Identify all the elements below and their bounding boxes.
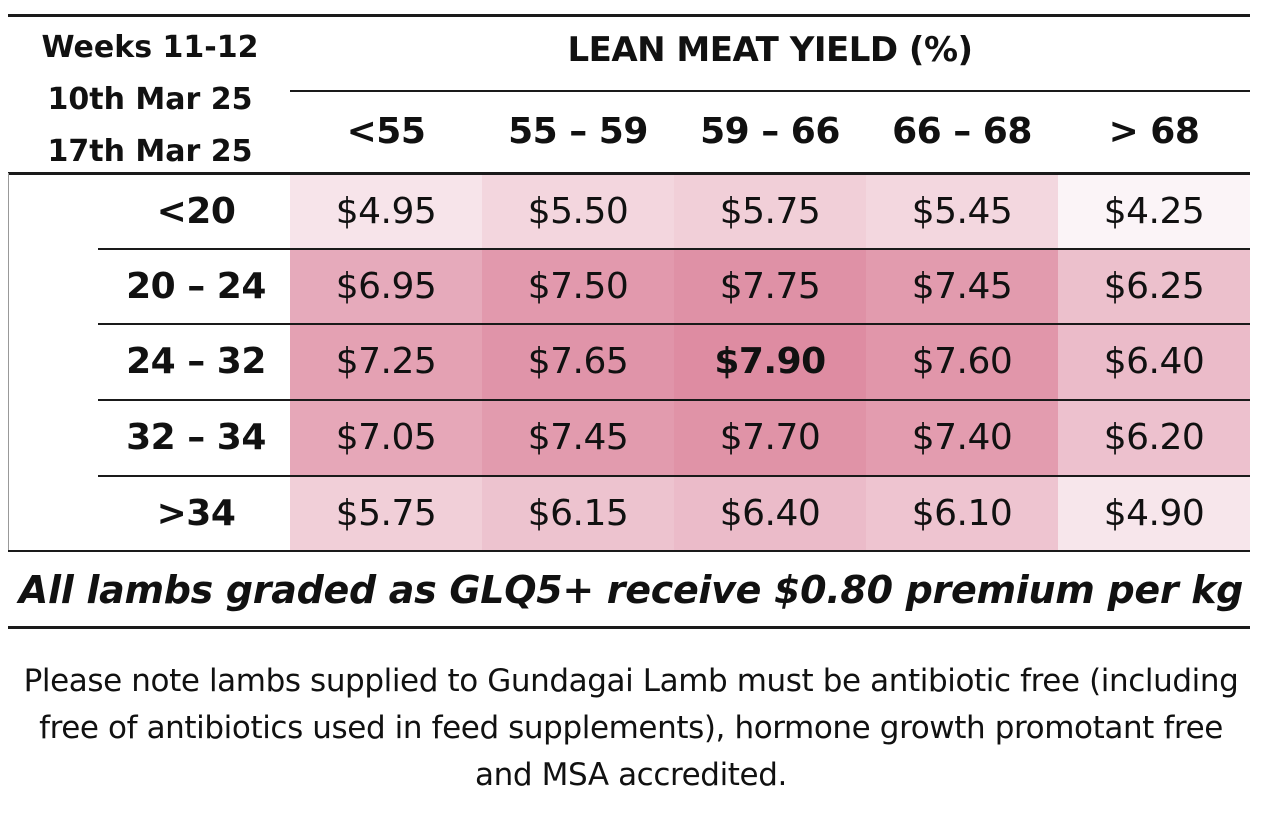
row-separator bbox=[98, 323, 1250, 325]
table-left-border bbox=[8, 173, 9, 551]
footnote: Please note lambs supplied to Gundagai L… bbox=[0, 658, 1262, 799]
row-header: 20 – 24 bbox=[126, 266, 266, 307]
weeks-label: Weeks 11-12 bbox=[41, 30, 259, 65]
price-cell: $6.25 bbox=[1058, 250, 1250, 323]
premium-note: All lambs graded as GLQ5+ receive $0.80 … bbox=[18, 568, 1244, 612]
price-cell: $7.45 bbox=[866, 250, 1058, 323]
price-cell: $5.75 bbox=[674, 175, 866, 248]
column-header-lt55: <55 bbox=[346, 111, 426, 152]
price-cell: $7.90 bbox=[674, 325, 866, 399]
footnote-line: and MSA accredited. bbox=[475, 757, 787, 793]
premium-underline bbox=[8, 626, 1250, 629]
price-cell: $7.05 bbox=[290, 401, 482, 475]
row-header: <20 bbox=[156, 191, 236, 232]
price-cell: $7.25 bbox=[290, 325, 482, 399]
column-header-59-66: 59 – 66 bbox=[700, 111, 840, 152]
start-date: 10th Mar 25 bbox=[47, 82, 253, 117]
title-underline bbox=[290, 90, 1250, 92]
price-cell: $4.90 bbox=[1058, 477, 1250, 550]
price-cell: $6.10 bbox=[866, 477, 1058, 550]
price-cell: $6.15 bbox=[482, 477, 674, 550]
price-cell: $6.20 bbox=[1058, 401, 1250, 475]
price-cell: $7.70 bbox=[674, 401, 866, 475]
price-cell: $7.65 bbox=[482, 325, 674, 399]
price-cell: $6.95 bbox=[290, 250, 482, 323]
header-border bbox=[8, 172, 1250, 175]
period-label: Weeks 11-12 10th Mar 25 17th Mar 25 bbox=[0, 22, 300, 178]
price-cell: $4.25 bbox=[1058, 175, 1250, 248]
end-date: 17th Mar 25 bbox=[47, 134, 253, 169]
price-cell: $6.40 bbox=[1058, 325, 1250, 399]
price-cell: $7.50 bbox=[482, 250, 674, 323]
column-header-66-68: 66 – 68 bbox=[892, 111, 1032, 152]
price-cell: $7.45 bbox=[482, 401, 674, 475]
row-separator bbox=[98, 475, 1250, 477]
price-cell: $6.40 bbox=[674, 477, 866, 550]
row-separator bbox=[98, 248, 1250, 250]
column-header-55-59: 55 – 59 bbox=[508, 111, 648, 152]
row-separator bbox=[98, 399, 1250, 401]
footnote-line: Please note lambs supplied to Gundagai L… bbox=[23, 663, 1239, 699]
column-header-gt68: > 68 bbox=[1108, 111, 1200, 152]
price-cell: $5.75 bbox=[290, 477, 482, 550]
footnote-line: free of antibiotics used in feed supplem… bbox=[39, 710, 1223, 746]
top-border bbox=[8, 14, 1250, 17]
price-cell: $7.60 bbox=[866, 325, 1058, 399]
price-cell: $7.40 bbox=[866, 401, 1058, 475]
price-cell: $7.75 bbox=[674, 250, 866, 323]
row-header: >34 bbox=[156, 493, 236, 534]
price-cell: $5.45 bbox=[866, 175, 1058, 248]
price-cell: $4.95 bbox=[290, 175, 482, 248]
table-bottom-border bbox=[8, 550, 1250, 552]
price-cell: $5.50 bbox=[482, 175, 674, 248]
row-header: 24 – 32 bbox=[126, 341, 266, 382]
lean-meat-yield-title: LEAN MEAT YIELD (%) bbox=[567, 30, 973, 70]
row-header: 32 – 34 bbox=[126, 417, 266, 458]
